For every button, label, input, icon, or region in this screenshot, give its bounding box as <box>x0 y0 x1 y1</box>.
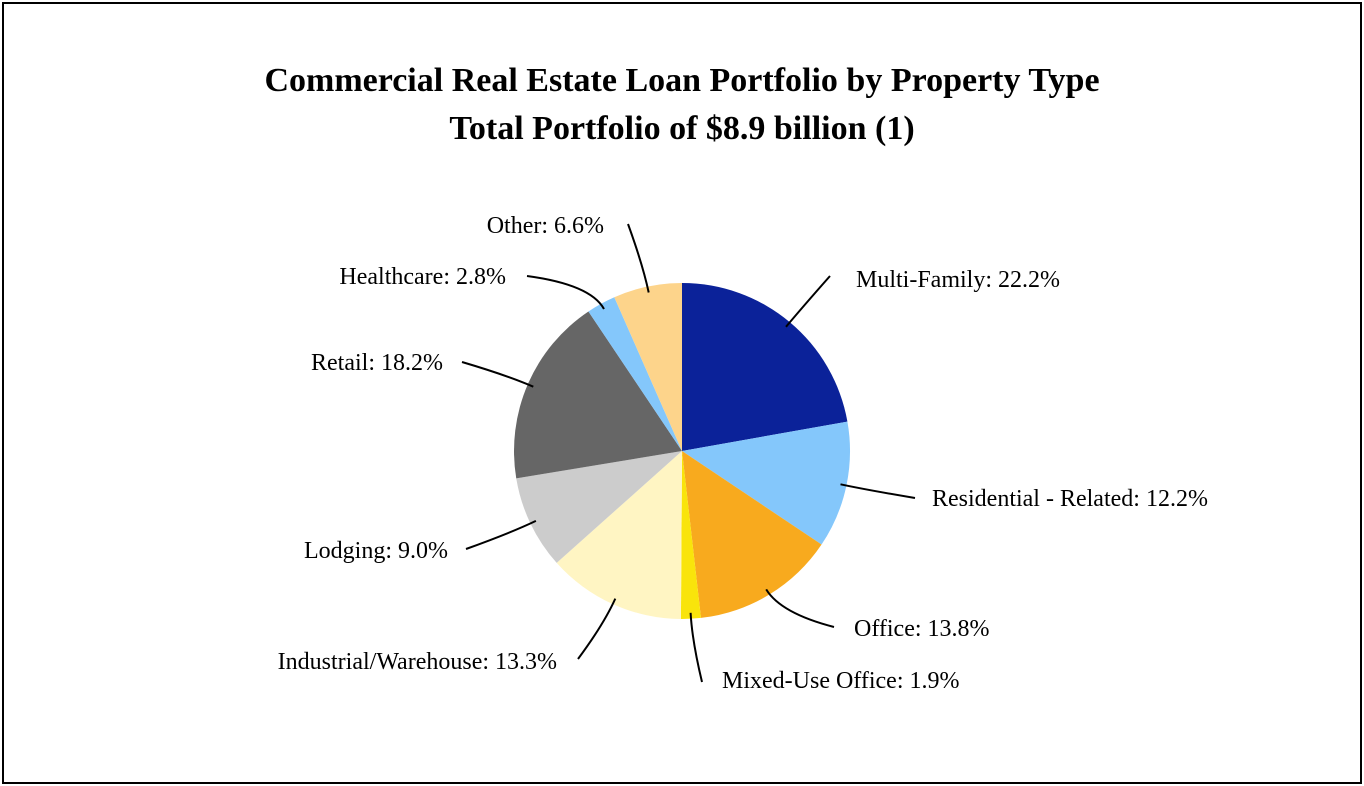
slice-label: Healthcare: 2.8% <box>339 264 506 290</box>
slice-label: Retail: 18.2% <box>311 350 443 376</box>
leader-line <box>465 519 537 550</box>
chart-subtitle: Total Portfolio of $8.9 billion (1) <box>449 110 915 147</box>
slice-label: Lodging: 9.0% <box>304 538 448 564</box>
leader-line <box>840 483 916 499</box>
pie-slice-multi-family <box>682 283 848 451</box>
pie-slice-healthcare <box>588 297 682 451</box>
pie-slice-mixed-use-office <box>680 451 701 620</box>
slice-label: Residential - Related: 12.2% <box>932 486 1208 512</box>
slice-label: Mixed-Use Office: 1.9% <box>722 668 960 694</box>
leader-line <box>526 275 605 310</box>
leader-line <box>765 588 835 628</box>
chart-title: Commercial Real Estate Loan Portfolio by… <box>264 62 1100 99</box>
leader-line <box>461 361 534 388</box>
pie-slice-lodging <box>516 451 682 563</box>
slice-label: Office: 13.8% <box>854 616 990 642</box>
slice-label: Other: 6.6% <box>487 213 604 239</box>
pie-slice-industrial-warehouse <box>556 451 682 619</box>
pie-slice-residential-related <box>682 421 851 545</box>
pie-slice-office <box>682 451 822 618</box>
leader-line <box>689 612 703 683</box>
leader-line <box>577 598 617 660</box>
slice-label: Industrial/Warehouse: 13.3% <box>278 649 557 675</box>
slice-label: Multi-Family: 22.2% <box>856 267 1060 293</box>
leader-line <box>785 275 831 328</box>
leader-line <box>627 223 650 293</box>
pie-slice-other <box>614 283 682 451</box>
pie-slice-retail <box>514 311 682 479</box>
